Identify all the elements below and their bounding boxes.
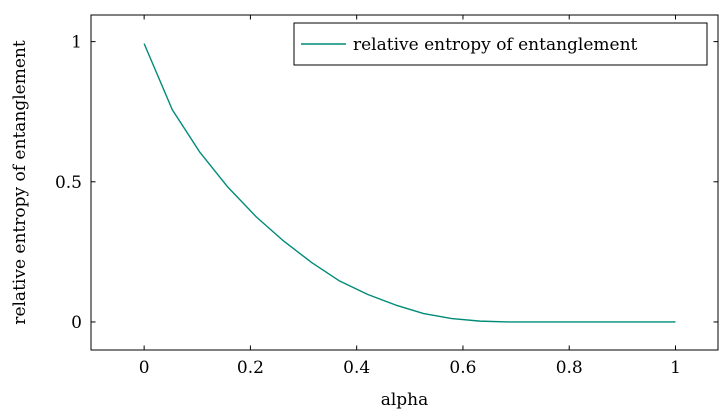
x-tick-label: 0.8: [556, 358, 583, 378]
x-axis-title: alpha: [381, 390, 429, 410]
x-tick-label: 0.6: [449, 358, 476, 378]
axes-frame: [90, 14, 719, 351]
legend-label: relative entropy of entanglement: [353, 35, 638, 55]
x-tick-label: 0: [139, 358, 150, 378]
x-tick-label: 0.2: [237, 358, 264, 378]
x-tick-label: 0.4: [343, 358, 370, 378]
y-tick-label: 0.5: [55, 173, 82, 193]
x-tick-label: 1: [670, 358, 681, 378]
y-axis-title: relative entropy of entanglement: [10, 40, 30, 325]
lines-layer: [143, 43, 676, 323]
series-line: [143, 43, 676, 323]
ticks-layer: 0 0.2 0.4 0.6 0.8 1 0 0.5 1: [55, 15, 718, 378]
y-tick-label: 1: [71, 33, 82, 53]
y-tick-label: 0: [71, 313, 82, 333]
legend: relative entropy of entanglement: [293, 22, 708, 66]
legend-box: [293, 22, 708, 66]
